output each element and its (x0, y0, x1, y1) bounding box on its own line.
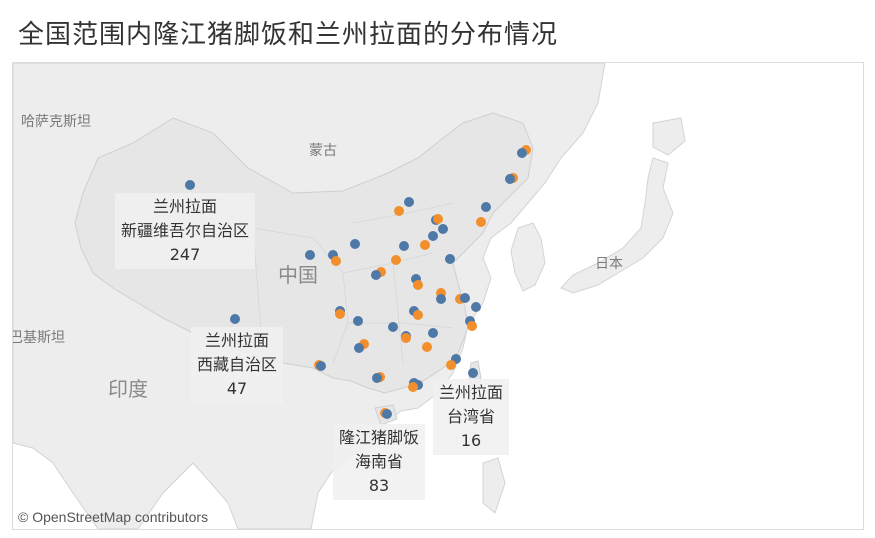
lanzhou-point[interactable] (481, 202, 491, 212)
lanzhou-point[interactable] (350, 239, 360, 249)
callout-value: 247 (169, 245, 201, 264)
lanzhou-point[interactable] (471, 302, 481, 312)
lanzhou-point[interactable] (399, 241, 409, 251)
callout-value: 16 (460, 431, 482, 450)
land-hokkaido (652, 117, 686, 156)
label-japan: 日本 (595, 256, 623, 272)
lanzhou-point[interactable] (305, 250, 315, 260)
map-canvas[interactable] (13, 63, 863, 529)
lanzhou-point[interactable] (371, 270, 381, 280)
callout-value: 83 (368, 476, 390, 495)
longjiang-point[interactable] (394, 206, 404, 216)
lanzhou-point[interactable] (372, 373, 382, 383)
land-korea (510, 222, 546, 292)
longjiang-point[interactable] (408, 382, 418, 392)
lanzhou-point[interactable] (185, 180, 195, 190)
lanzhou-point[interactable] (505, 174, 515, 184)
lanzhou-point[interactable] (445, 254, 455, 264)
lanzhou-point[interactable] (517, 148, 527, 158)
callout-taiwan[interactable]: 兰州拉面 台湾省 16 (433, 379, 510, 455)
longjiang-point[interactable] (420, 240, 430, 250)
callout-xinjiang[interactable]: 兰州拉面 新疆维吾尔自治区 247 (115, 193, 256, 269)
callout-hainan[interactable]: 隆江猪脚饭 海南省 83 (333, 424, 426, 500)
lanzhou-point[interactable] (230, 314, 240, 324)
longjiang-point[interactable] (467, 321, 477, 331)
label-kazakhstan: 哈萨克斯坦 (21, 114, 91, 130)
longjiang-point[interactable] (476, 217, 486, 227)
longjiang-point[interactable] (413, 310, 423, 320)
callout-region: 新疆维吾尔自治区 (121, 221, 250, 240)
lanzhou-point[interactable] (428, 328, 438, 338)
lanzhou-point[interactable] (436, 294, 446, 304)
callout-series: 兰州拉面 (439, 383, 504, 402)
lanzhou-point[interactable] (388, 322, 398, 332)
lanzhou-point[interactable] (354, 343, 364, 353)
lanzhou-point[interactable] (438, 224, 448, 234)
longjiang-point[interactable] (401, 333, 411, 343)
map-view[interactable]: 哈萨克斯坦 蒙古 中国 日本 巴基斯坦 印度 兰州拉面 新疆维吾尔自治区 247… (12, 62, 864, 530)
map-attribution[interactable]: © OpenStreetMap contributors (18, 509, 209, 525)
lanzhou-point[interactable] (468, 368, 478, 378)
land-japan (560, 157, 674, 294)
longjiang-point[interactable] (331, 256, 341, 266)
longjiang-point[interactable] (413, 280, 423, 290)
longjiang-point[interactable] (422, 342, 432, 352)
land-philippines (482, 457, 506, 514)
longjiang-point[interactable] (335, 309, 345, 319)
page-title: 全国范围内隆江猪脚饭和兰州拉面的分布情况 (18, 20, 559, 50)
label-mongolia: 蒙古 (309, 143, 337, 159)
callout-region: 台湾省 (447, 407, 496, 426)
longjiang-point[interactable] (433, 214, 443, 224)
callout-region: 西藏自治区 (197, 355, 278, 374)
longjiang-point[interactable] (446, 360, 456, 370)
lanzhou-point[interactable] (428, 231, 438, 241)
longjiang-point[interactable] (391, 255, 401, 265)
points-layer (185, 145, 531, 419)
lanzhou-point[interactable] (460, 293, 470, 303)
callout-series: 隆江猪脚饭 (339, 428, 420, 447)
lanzhou-point[interactable] (353, 316, 363, 326)
lanzhou-point[interactable] (382, 409, 392, 419)
callout-region: 海南省 (355, 452, 404, 471)
label-india: 印度 (108, 377, 148, 401)
callout-tibet[interactable]: 兰州拉面 西藏自治区 47 (191, 327, 284, 403)
callout-value: 47 (226, 379, 248, 398)
label-pakistan: 巴基斯坦 (12, 330, 65, 346)
label-china: 中国 (278, 263, 318, 287)
callout-series: 兰州拉面 (153, 197, 218, 216)
callout-series: 兰州拉面 (205, 331, 270, 350)
lanzhou-point[interactable] (316, 361, 326, 371)
lanzhou-point[interactable] (404, 197, 414, 207)
